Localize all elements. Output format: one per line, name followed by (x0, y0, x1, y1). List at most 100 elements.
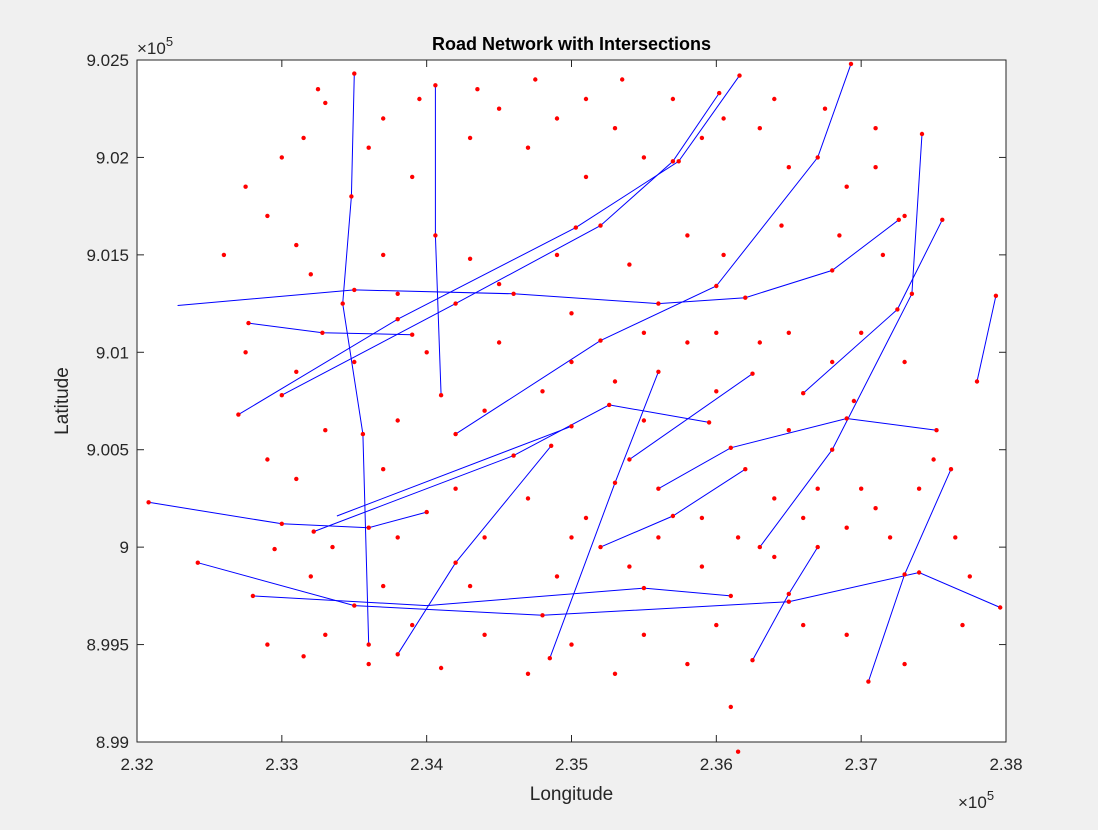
intersection-point (699, 515, 705, 521)
intersection-point (294, 476, 299, 482)
intersection-point (540, 389, 545, 394)
intersection-point (620, 77, 625, 82)
intersection-point (757, 126, 762, 131)
intersection-point (381, 467, 386, 472)
intersection-point (934, 428, 939, 433)
intersection-point (786, 591, 791, 597)
intersection-point (714, 622, 719, 628)
intersection-point (844, 632, 849, 637)
intersection-point (670, 513, 676, 519)
intersection-point (366, 642, 371, 647)
intersection-point (685, 340, 690, 345)
intersection-point (916, 570, 922, 575)
intersection-point (323, 632, 328, 637)
intersection-point (352, 287, 357, 293)
intersection-point (728, 445, 733, 450)
intersection-point (308, 574, 313, 579)
x-tick-label: 2.34 (410, 755, 443, 774)
intersection-point (583, 515, 589, 521)
intersection-point (786, 428, 791, 433)
intersection-point (815, 486, 820, 491)
intersection-point (717, 90, 722, 96)
intersection-point (453, 560, 458, 565)
intersection-point (482, 408, 487, 413)
y-tick-label: 9.005 (86, 441, 129, 460)
intersection-point (714, 389, 719, 394)
intersection-point (496, 281, 502, 287)
intersection-point (360, 431, 366, 437)
x-exponent-base: ×10 (958, 793, 987, 812)
intersection-point (859, 330, 864, 335)
intersection-point (554, 574, 560, 579)
intersection-markers (146, 61, 1003, 754)
intersection-point (265, 642, 270, 647)
intersection-point (221, 252, 227, 258)
intersection-point (641, 155, 647, 160)
intersection-point (750, 658, 755, 663)
y-tick-label: 8.995 (86, 636, 129, 655)
intersection-point (381, 583, 386, 589)
plot-area (137, 60, 1006, 742)
intersection-point (656, 486, 661, 491)
chart-title: Road Network with Intersections (432, 34, 711, 54)
intersection-point (801, 515, 806, 521)
intersection-point (931, 457, 936, 462)
intersection-point (859, 486, 864, 491)
intersection-point (873, 126, 878, 131)
intersection-point (417, 96, 422, 102)
y-tick-label: 8.99 (96, 733, 129, 752)
intersection-point (381, 116, 386, 121)
intersection-point (627, 564, 632, 569)
intersection-point (706, 420, 712, 425)
intersection-point (757, 544, 762, 550)
intersection-point (395, 317, 400, 322)
intersection-point (272, 546, 277, 552)
intersection-point (525, 671, 531, 676)
intersection-point (467, 135, 473, 141)
intersection-point (844, 416, 849, 421)
intersection-point (699, 135, 705, 141)
intersection-point (830, 447, 835, 452)
intersection-point (366, 661, 371, 667)
intersection-point (844, 184, 849, 189)
intersection-point (349, 194, 354, 199)
intersection-point (656, 301, 661, 306)
x-tick-labels: 2.32 2.33 2.34 2.35 2.36 2.37 2.38 (120, 755, 1022, 774)
intersection-point (786, 330, 791, 335)
intersection-point (967, 574, 972, 579)
intersection-point (496, 106, 502, 111)
y-tick-label: 9.02 (96, 148, 129, 167)
intersection-point (728, 593, 733, 599)
intersection-point (352, 71, 357, 76)
intersection-point (424, 350, 429, 355)
road-segment (336, 425, 572, 517)
intersection-point (246, 320, 251, 326)
intersection-point (453, 431, 458, 437)
intersection-point (757, 340, 762, 345)
intersection-point (525, 145, 531, 150)
intersection-point (815, 155, 820, 160)
intersection-point (569, 311, 574, 316)
intersection-point (670, 96, 676, 102)
intersection-point (146, 500, 151, 505)
intersection-point (822, 106, 828, 111)
x-axis-label: Longitude (530, 784, 613, 805)
intersection-point (265, 457, 270, 462)
intersection-point (786, 165, 791, 170)
intersection-point (569, 535, 574, 540)
intersection-point (902, 213, 907, 219)
intersection-point (830, 359, 835, 365)
intersection-point (750, 371, 755, 376)
y-exponent-power: 5 (166, 34, 173, 49)
intersection-point (366, 525, 371, 530)
intersection-point (598, 223, 603, 228)
intersection-point (549, 443, 554, 448)
intersection-point (525, 496, 531, 501)
intersection-point (475, 87, 480, 92)
intersection-point (880, 252, 886, 258)
road-segment (197, 562, 1001, 616)
intersection-point (735, 749, 741, 754)
intersection-point (323, 100, 328, 106)
intersection-point (801, 622, 806, 628)
